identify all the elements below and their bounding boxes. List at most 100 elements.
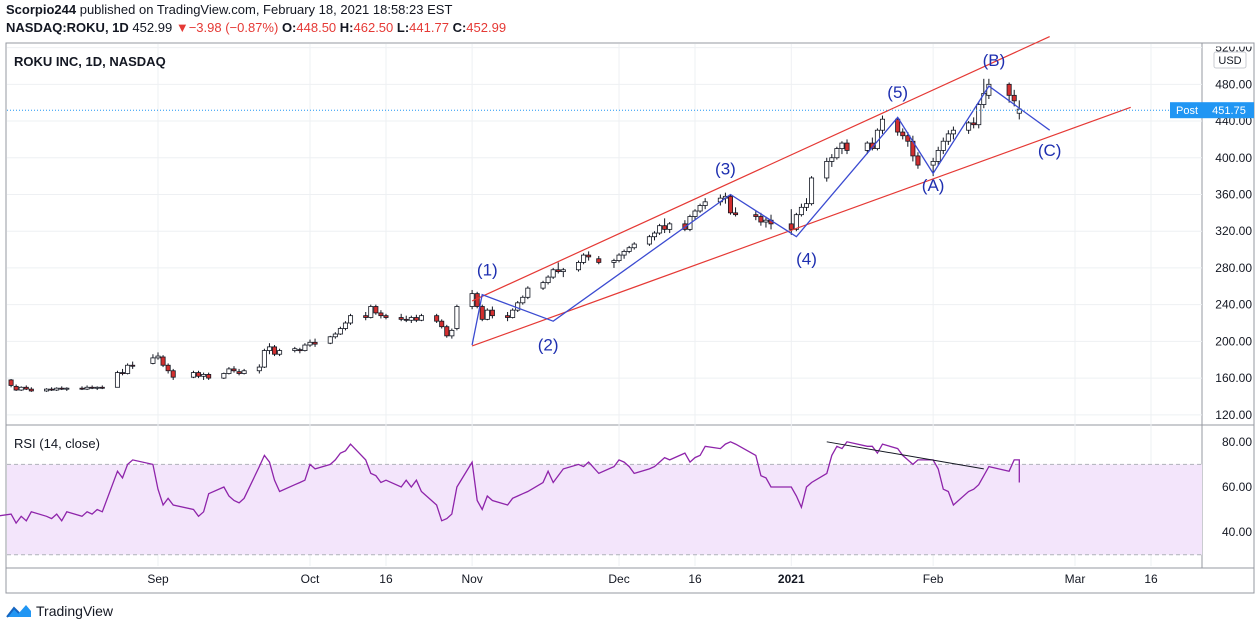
- candle-body: [337, 328, 343, 335]
- currency-badge[interactable]: [1213, 51, 1247, 69]
- candle-body: [626, 247, 632, 252]
- candle-body: [94, 386, 100, 389]
- channel-line: [471, 36, 1050, 302]
- candle: [434, 313, 440, 324]
- candle-body: [950, 129, 956, 135]
- candle: [829, 154, 835, 167]
- symbol-info: NASDAQ:ROKU, 1D 452.99 ▼−3.98 (−0.87%) O…: [6, 20, 506, 35]
- candle-body: [545, 276, 551, 284]
- close-label: C:: [452, 20, 467, 35]
- candle: [1006, 82, 1012, 103]
- candle: [84, 385, 90, 391]
- candle-body: [226, 368, 232, 374]
- candle-body: [256, 366, 262, 372]
- candle: [651, 231, 657, 241]
- time-tick-label: Nov: [461, 572, 482, 586]
- candle: [413, 314, 419, 323]
- candle-body: [413, 317, 419, 321]
- post-price-marker: Post 451.75: [1170, 102, 1254, 119]
- candle-body: [484, 309, 490, 320]
- candle-body: [555, 269, 561, 272]
- candle: [616, 253, 622, 263]
- candle: [844, 139, 850, 155]
- candle: [611, 258, 617, 268]
- candle-body: [611, 260, 617, 263]
- candle: [256, 364, 262, 374]
- candle: [505, 311, 511, 322]
- author-name[interactable]: Scorpio244: [6, 2, 77, 17]
- candle: [976, 102, 982, 129]
- time-tick-label: Dec: [608, 572, 629, 586]
- candle-body: [510, 309, 516, 318]
- candle: [621, 249, 627, 259]
- candle: [18, 386, 24, 391]
- wave-label: (3): [715, 159, 736, 178]
- candle-body: [292, 348, 298, 351]
- post-value: 451.75: [1212, 105, 1246, 117]
- candle: [596, 255, 602, 265]
- time-tick-label: 2021: [778, 572, 805, 586]
- candle-body: [905, 135, 911, 142]
- candle: [439, 319, 445, 329]
- candle: [231, 366, 237, 373]
- candle-body: [1016, 108, 1022, 114]
- candle: [915, 152, 921, 169]
- candle: [834, 146, 840, 160]
- candle-body: [895, 118, 901, 133]
- candle: [809, 176, 815, 206]
- candle: [261, 348, 267, 368]
- channel-line: [471, 106, 1131, 347]
- candle-body: [398, 317, 404, 320]
- candle-body: [474, 293, 480, 307]
- candle-body: [966, 122, 972, 131]
- candle-body: [89, 386, 95, 389]
- candle-body: [576, 262, 582, 271]
- publish-info: Scorpio244 published on TradingView.com,…: [6, 2, 452, 17]
- currency-label: USD: [1218, 55, 1241, 67]
- candle: [626, 245, 632, 254]
- tradingview-logo-icon: [6, 605, 31, 618]
- candle: [378, 310, 384, 319]
- time-axis: Sep Oct 16 Nov Dec 16 2021 Feb Mar 16: [147, 572, 1158, 586]
- candle: [8, 379, 14, 388]
- candle-body: [241, 370, 247, 374]
- candle-body: [667, 223, 673, 230]
- footer-brand[interactable]: TradingView: [6, 603, 113, 619]
- candle: [342, 321, 348, 331]
- low-label: L:: [396, 20, 410, 35]
- rsi-divergence-line: [826, 441, 984, 470]
- candle: [403, 315, 409, 323]
- candle-body: [383, 315, 389, 318]
- candle-body: [697, 205, 703, 212]
- candle: [1011, 89, 1017, 107]
- candle: [935, 146, 941, 166]
- price-chart[interactable]: (1)(2)(3)(4)(5)(A)(B)(C) 520.00480.00440…: [0, 0, 1260, 600]
- rsi-tick-label: 80.00: [1222, 435, 1252, 449]
- elliott-wave-path: [471, 85, 1051, 346]
- candle-body: [646, 236, 652, 245]
- candle: [99, 385, 105, 390]
- price-tick-label: 360.00: [1215, 187, 1252, 201]
- wave-label: (B): [983, 51, 1006, 70]
- candle: [758, 212, 764, 226]
- candle: [272, 345, 278, 357]
- candle-body: [408, 317, 414, 321]
- rsi-line: [0, 441, 1020, 525]
- candle: [763, 216, 769, 228]
- candle: [525, 286, 531, 300]
- candle: [550, 267, 556, 279]
- price-pane: (1) (2) (3) (4) (5) (A) (B) (C): [7, 36, 1202, 392]
- candle-body: [763, 219, 769, 223]
- candle: [312, 338, 318, 347]
- candle-body: [727, 195, 733, 214]
- candle-body: [150, 357, 156, 364]
- candle: [945, 130, 951, 145]
- candle-body: [170, 370, 176, 378]
- candle-body: [971, 122, 977, 126]
- wave-label: (C): [1038, 141, 1062, 160]
- candle-body: [479, 306, 485, 320]
- candle: [966, 121, 972, 134]
- candle: [368, 304, 374, 319]
- candle-body: [206, 374, 212, 379]
- candle-body: [23, 386, 29, 390]
